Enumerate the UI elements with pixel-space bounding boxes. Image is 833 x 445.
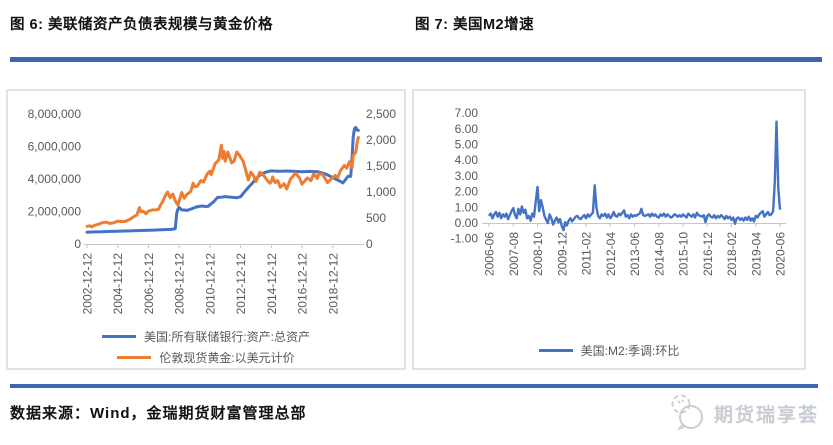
x-tick-label: 2012-04 [604,232,618,276]
y-tick-label: 7.00 [455,106,479,120]
y-right-tick-label: 2,000 [366,133,396,147]
legend-marker-blue-line [538,349,573,352]
x-tick-label: 2016-12 [701,232,715,276]
y-tick-label: 1.00 [455,200,479,214]
y-left-tick-label: 8,000,000 [28,107,82,121]
series-line-0 [85,126,360,234]
y-right-tick-label: 1,500 [366,159,396,173]
y-tick-label: 2.00 [455,185,479,199]
x-tick-label: 2004-12-12 [111,253,125,315]
x-tick-label: 2002-12-12 [81,253,95,315]
x-tick-label: 2015-10 [677,232,691,276]
y-tick-label: 4.00 [455,153,479,167]
legend-label-m2: 美国:M2:季调:环比 [580,344,680,358]
y-right-tick-label: 0 [366,237,373,251]
bottom-divider-rule [10,384,818,388]
legend-label-london-gold: 伦敦现货黄金:以美元计价 [159,351,295,365]
y-right-tick-label: 500 [366,211,386,225]
legend-marker-blue-line [101,335,136,338]
y-tick-label: -1.00 [451,232,479,246]
us-m2-growth-chart: 2006-06 2007-08 2008-10 2009-12 2011-02 2012-… [412,89,806,370]
legend-label-fed-assets: 美国:所有联储银行:资产:总资产 [143,330,310,344]
top-divider-rule [10,57,822,62]
brand-watermark: 期货瑞享荟 [668,392,819,434]
x-tick-label: 2012-12-12 [234,253,248,315]
x-tick-label: 2018-02 [725,232,739,276]
y-right-tick-label: 1,000 [366,185,396,199]
legend-marker-orange-line [117,356,152,359]
figure6-title: 图 6: 美联储资产负债表规模与黄金价格 [10,17,273,33]
x-tick-label: 2014-12-12 [265,253,279,315]
x-tick-label: 2014-08 [652,232,666,276]
x-tick-label: 2006-12-12 [142,253,156,315]
y-left-tick-label: 0 [74,237,81,251]
y-tick-label: 6.00 [455,122,479,136]
y-tick-label: 3.00 [455,169,479,183]
x-tick-label: 2006-06 [483,232,497,276]
y-right-tick-label: 2,500 [366,107,396,121]
y-left-tick-label: 2,000,000 [28,205,82,219]
legend-item-m2: 美国:M2:季调:环比 [414,342,804,359]
fed-chart-plot: 2002-12-12 2004-12-12 2006-12-12 2008-12-12… [28,107,397,315]
y-tick-label: 5.00 [455,138,479,152]
x-tick-label: 2007-08 [507,232,521,276]
x-tick-label: 2008-10 [531,232,545,276]
x-tick-label: 2011-02 [580,232,594,275]
x-tick-label: 2016-12-12 [296,253,310,315]
y-left-tick-label: 6,000,000 [28,140,82,154]
x-tick-label: 2018-12-12 [326,253,340,315]
legend-item-london-gold: 伦敦现货黄金:以美元计价 [8,349,404,366]
x-tick-label: 2009-12 [555,232,569,276]
y-left-tick-label: 4,000,000 [28,172,82,186]
brand-watermark-text: 期货瑞享荟 [713,404,819,426]
series-line-1 [85,135,360,229]
data-source-note: 数据来源：Wind，金瑞期货财富管理总部 [10,405,307,422]
m2-chart-plot: 2006-06 2007-08 2008-10 2009-12 2011-02 2012-… [451,106,788,276]
x-tick-label: 2008-12-12 [173,253,187,315]
legend-item-fed-assets: 美国:所有联储银行:资产:总资产 [8,328,404,345]
x-tick-label: 2019-04 [749,232,763,276]
fed-balance-sheet-gold-chart: 2002-12-12 2004-12-12 2006-12-12 2008-12-12… [6,89,406,370]
y-tick-label: 0.00 [455,216,479,230]
x-tick-label: 2010-12-12 [203,253,217,315]
x-tick-label: 2020-06 [774,232,788,276]
megaphone-bubbles-icon [671,394,703,431]
figure7-title: 图 7: 美国M2增速 [415,17,535,33]
series-line-m2 [488,120,782,232]
x-tick-label: 2013-06 [628,232,642,276]
